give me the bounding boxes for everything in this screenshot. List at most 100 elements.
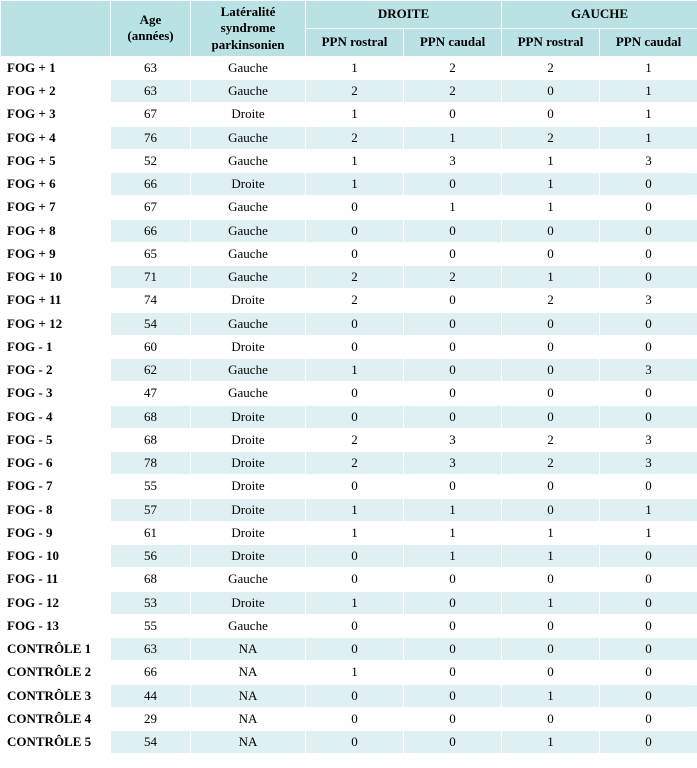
row-label: FOG - 1 [1,335,111,358]
cell-gauche-rostral: 0 [502,80,600,103]
row-label: FOG - 10 [1,545,111,568]
table-row: FOG - 678Droite2323 [1,452,697,475]
cell-laterality: Gauche [191,614,306,637]
cell-droite-caudal: 0 [404,661,502,684]
cell-gauche-rostral: 0 [502,707,600,730]
cell-age: 52 [111,149,191,172]
cell-age: 68 [111,405,191,428]
cell-droite-rostral: 0 [306,382,404,405]
cell-droite-caudal: 1 [404,196,502,219]
row-label: FOG + 1 [1,56,111,79]
cell-droite-rostral: 1 [306,103,404,126]
cell-gauche-rostral: 0 [502,359,600,382]
cell-gauche-rostral: 1 [502,731,600,754]
cell-droite-caudal: 0 [404,568,502,591]
row-label: FOG + 3 [1,103,111,126]
cell-gauche-caudal: 0 [600,405,697,428]
cell-gauche-rostral: 0 [502,475,600,498]
cell-gauche-caudal: 0 [600,568,697,591]
cell-droite-rostral: 2 [306,80,404,103]
cell-age: 66 [111,219,191,242]
table-row: FOG + 1071Gauche2210 [1,266,697,289]
cell-age: 66 [111,173,191,196]
cell-age: 54 [111,731,191,754]
table-row: FOG - 262Gauche1003 [1,359,697,382]
cell-droite-caudal: 0 [404,312,502,335]
cell-droite-caudal: 0 [404,219,502,242]
header-blank [1,1,111,57]
cell-gauche-caudal: 3 [600,452,697,475]
cell-droite-caudal: 3 [404,149,502,172]
cell-laterality: Gauche [191,312,306,335]
cell-age: 67 [111,196,191,219]
cell-laterality: NA [191,684,306,707]
table-row: FOG - 961Droite1111 [1,521,697,544]
cell-gauche-caudal: 0 [600,731,697,754]
cell-droite-rostral: 0 [306,312,404,335]
table-row: FOG - 347Gauche0000 [1,382,697,405]
cell-droite-rostral: 0 [306,405,404,428]
table-body: FOG + 163Gauche1221FOG + 263Gauche2201FO… [1,56,697,754]
cell-gauche-rostral: 1 [502,196,600,219]
cell-gauche-caudal: 0 [600,638,697,661]
cell-droite-rostral: 2 [306,428,404,451]
table-row: CONTRÔLE 163NA0000 [1,638,697,661]
cell-droite-rostral: 1 [306,591,404,614]
cell-droite-caudal: 0 [404,359,502,382]
cell-gauche-caudal: 0 [600,545,697,568]
row-label: FOG - 4 [1,405,111,428]
cell-droite-caudal: 2 [404,56,502,79]
table-row: FOG + 476Gauche2121 [1,126,697,149]
cell-age: 68 [111,428,191,451]
cell-gauche-rostral: 0 [502,382,600,405]
row-label: FOG + 11 [1,289,111,312]
cell-gauche-rostral: 0 [502,614,600,637]
cell-droite-caudal: 0 [404,242,502,265]
cell-gauche-caudal: 0 [600,173,697,196]
cell-droite-caudal: 0 [404,382,502,405]
cell-age: 63 [111,56,191,79]
cell-gauche-rostral: 2 [502,289,600,312]
cell-gauche-rostral: 1 [502,684,600,707]
cell-gauche-rostral: 0 [502,312,600,335]
cell-age: 67 [111,103,191,126]
cell-age: 68 [111,568,191,591]
cell-gauche-caudal: 0 [600,661,697,684]
cell-gauche-rostral: 0 [502,405,600,428]
row-label: FOG - 8 [1,498,111,521]
row-label: FOG + 2 [1,80,111,103]
cell-laterality: Gauche [191,219,306,242]
cell-gauche-caudal: 0 [600,219,697,242]
cell-age: 54 [111,312,191,335]
cell-droite-rostral: 2 [306,126,404,149]
row-label: FOG + 7 [1,196,111,219]
cell-gauche-rostral: 0 [502,498,600,521]
header-droite: DROITE [306,1,502,29]
row-label: FOG + 9 [1,242,111,265]
row-label: FOG - 6 [1,452,111,475]
cell-age: 65 [111,242,191,265]
cell-laterality: Droite [191,521,306,544]
cell-laterality: Gauche [191,56,306,79]
cell-gauche-rostral: 2 [502,452,600,475]
cell-laterality: Droite [191,335,306,358]
cell-gauche-caudal: 0 [600,382,697,405]
table-row: FOG - 160Droite0000 [1,335,697,358]
cell-gauche-caudal: 0 [600,684,697,707]
header-gauche-rostral: PPN rostral [502,28,600,56]
cell-age: 44 [111,684,191,707]
cell-droite-caudal: 2 [404,80,502,103]
cell-gauche-caudal: 1 [600,103,697,126]
cell-laterality: NA [191,731,306,754]
cell-gauche-rostral: 1 [502,521,600,544]
cell-droite-rostral: 1 [306,173,404,196]
cell-droite-rostral: 1 [306,56,404,79]
cell-gauche-caudal: 0 [600,242,697,265]
cell-droite-caudal: 1 [404,545,502,568]
cell-droite-caudal: 0 [404,707,502,730]
cell-laterality: Gauche [191,359,306,382]
row-label: FOG - 12 [1,591,111,614]
cell-droite-rostral: 2 [306,452,404,475]
cell-droite-caudal: 0 [404,335,502,358]
cell-laterality: Gauche [191,568,306,591]
